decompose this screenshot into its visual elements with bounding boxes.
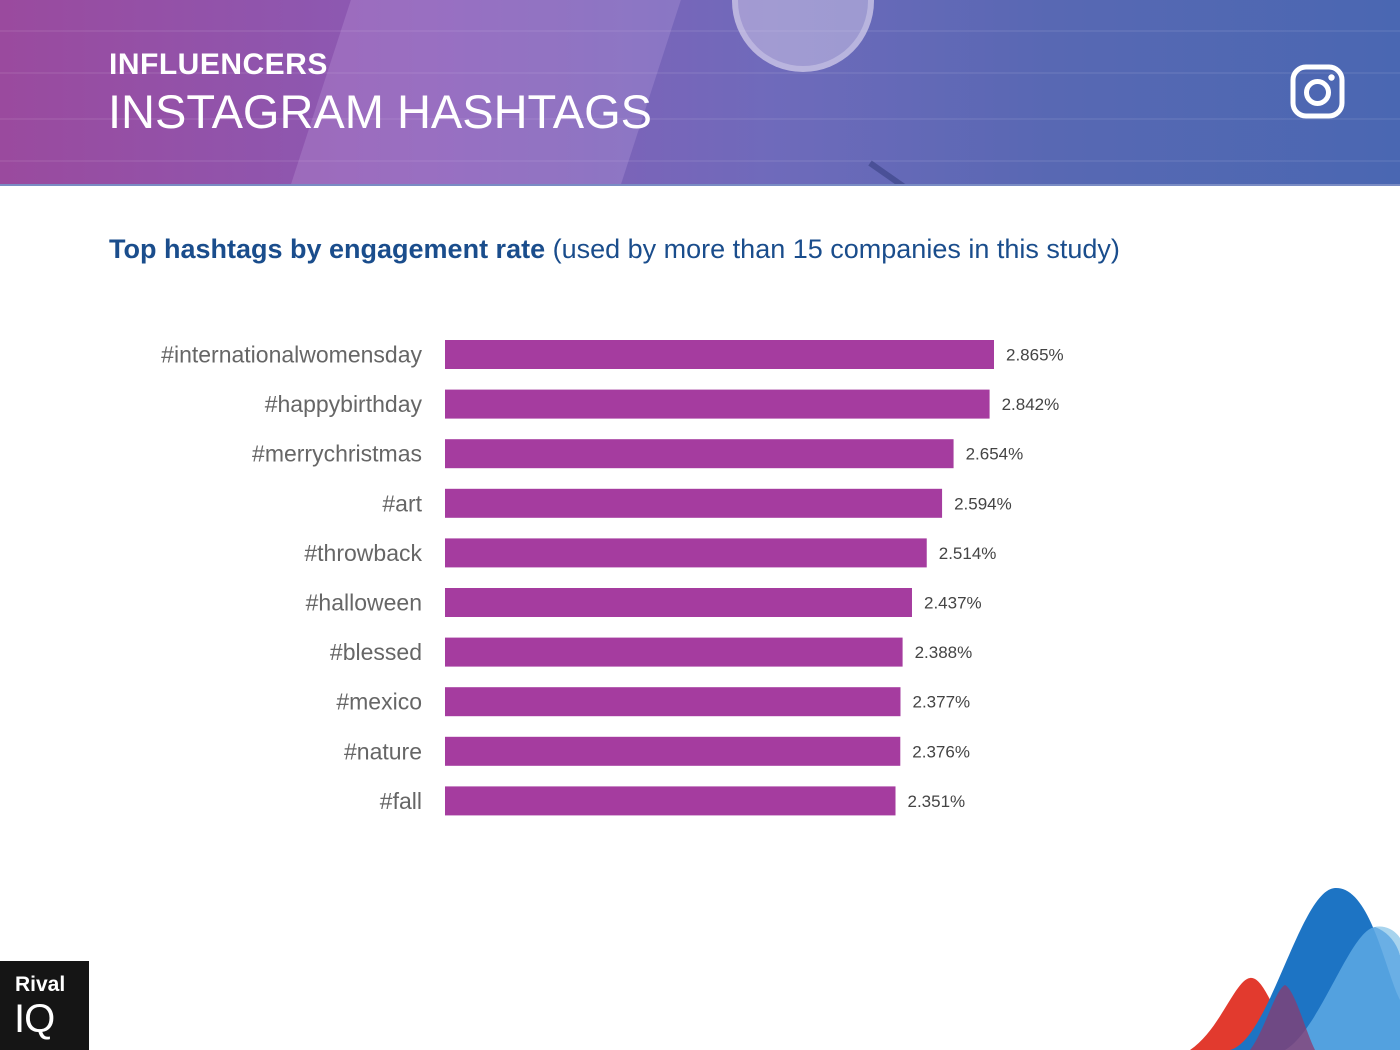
value-label: 2.377%	[912, 693, 970, 712]
value-label: 2.388%	[915, 643, 973, 662]
banner-cup-shape	[732, 0, 874, 72]
bar	[445, 786, 896, 816]
page-title: INSTAGRAM HASHTAGS	[108, 85, 653, 138]
banner-pen-shape	[868, 160, 946, 184]
bar	[445, 588, 912, 617]
chart-subtitle: Top hashtags by engagement rate (used by…	[109, 234, 1120, 265]
banner-texture	[0, 30, 1400, 32]
bar	[445, 687, 901, 717]
header-banner: INFLUENCERS INSTAGRAM HASHTAGS	[0, 0, 1400, 184]
category-label: #internationalwomensday	[161, 342, 422, 368]
banner-texture	[0, 118, 1400, 120]
bar	[445, 389, 990, 419]
logo-text-rival: Rival	[15, 973, 66, 996]
bar	[445, 538, 927, 568]
section-kicker: INFLUENCERS	[109, 48, 328, 81]
category-label: #halloween	[306, 590, 422, 616]
subtitle-note: (used by more than 15 companies in this …	[552, 234, 1120, 264]
logo-text-iq: IQ	[14, 997, 55, 1041]
rival-iq-logo: Rival IQ	[0, 961, 89, 1050]
instagram-icon	[1290, 64, 1345, 119]
category-label: #blessed	[330, 639, 422, 665]
subtitle-strong: Top hashtags by engagement rate	[109, 234, 546, 264]
bar	[445, 488, 943, 518]
value-label: 2.654%	[966, 445, 1024, 464]
category-label: #throwback	[304, 540, 422, 566]
value-label: 2.842%	[1002, 395, 1060, 414]
value-label: 2.437%	[924, 594, 982, 613]
value-label: 2.594%	[954, 494, 1012, 513]
category-label: #nature	[344, 738, 422, 764]
category-label: #happybirthday	[265, 391, 423, 417]
category-label: #fall	[380, 788, 422, 814]
bar	[445, 340, 994, 369]
category-label: #merrychristmas	[252, 441, 422, 467]
value-label: 2.351%	[908, 792, 966, 811]
bar	[445, 439, 954, 469]
value-label: 2.514%	[939, 544, 997, 563]
bar	[445, 637, 903, 667]
banner-texture	[0, 160, 1400, 162]
category-label: #mexico	[336, 689, 422, 715]
banner-texture	[0, 72, 1400, 74]
value-label: 2.376%	[912, 742, 970, 761]
value-label: 2.865%	[1006, 346, 1064, 365]
bar	[445, 736, 901, 766]
banner-divider	[0, 184, 1400, 186]
category-label: #art	[382, 490, 422, 516]
decorative-mountains	[1190, 887, 1400, 1050]
bar-chart: #internationalwomensday 2.865% #happybirth…	[161, 340, 1064, 816]
